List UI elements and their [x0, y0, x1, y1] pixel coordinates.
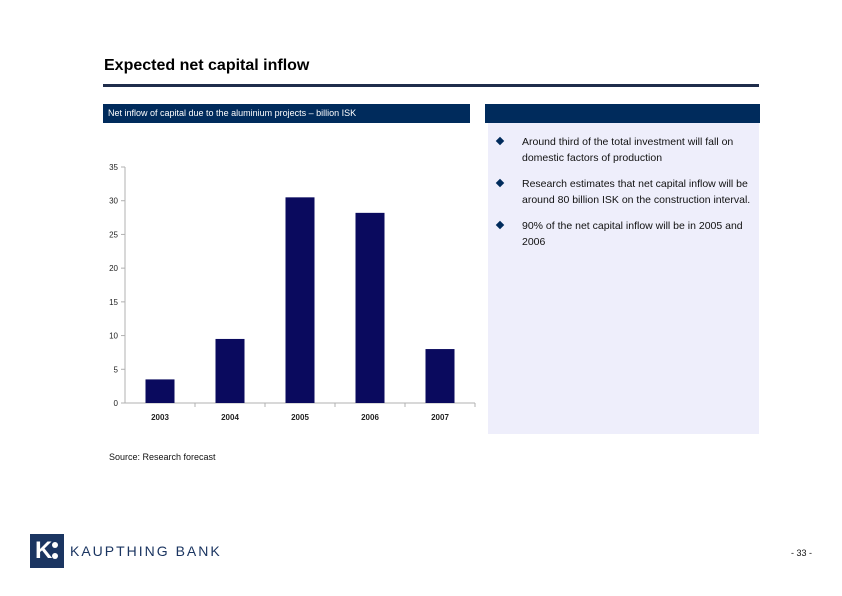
y-tick-label: 0: [114, 399, 119, 408]
x-tick-label: 2006: [361, 413, 379, 422]
bar-2005: [285, 197, 315, 403]
bullet-item: Research estimates that net capital infl…: [495, 176, 756, 208]
y-tick-label: 15: [109, 298, 118, 307]
bar-chart: 0 5 10 15 20 25 30 35 2003 2004 2005 2006 2007: [109, 163, 476, 422]
y-tick-label: 35: [109, 163, 118, 172]
bar-2007: [425, 349, 455, 403]
x-tick-label: 2003: [151, 413, 169, 422]
page-number: - 33 -: [790, 548, 812, 558]
bar-2004: [215, 338, 245, 403]
bullet-list: Around third of the total investment wil…: [495, 134, 756, 260]
diamond-bullet-icon: [495, 178, 505, 188]
y-tick-label: 10: [109, 332, 118, 341]
x-tick-label: 2005: [291, 413, 309, 422]
bar-2003: [145, 379, 175, 403]
bar-2006: [355, 212, 385, 403]
source-note: Source: Research forecast: [109, 452, 216, 462]
logo-letter: K: [35, 537, 53, 564]
side-panel-header: [485, 104, 760, 123]
y-tick-label: 20: [109, 264, 118, 273]
bullet-item: Around third of the total investment wil…: [495, 134, 756, 166]
bullet-text: Around third of the total investment wil…: [522, 136, 734, 164]
slide-title: Expected net capital inflow: [104, 57, 310, 74]
bullet-text: 90% of the net capital inflow will be in…: [522, 220, 743, 248]
diamond-bullet-icon: [495, 136, 505, 146]
logo-dot: [52, 553, 58, 559]
bullet-item: 90% of the net capital inflow will be in…: [495, 218, 756, 250]
title-divider: [103, 84, 759, 87]
chart-header: Net inflow of capital due to the alumini…: [103, 104, 470, 123]
diamond-bullet-icon: [495, 220, 505, 230]
x-tick-label: 2007: [431, 413, 449, 422]
y-tick-label: 25: [109, 230, 118, 239]
bank-logo: K: [30, 534, 64, 568]
logo-dot: [52, 542, 58, 548]
y-tick-label: 5: [114, 365, 119, 374]
y-tick-label: 30: [109, 197, 118, 206]
side-panel: [488, 123, 759, 434]
bullet-text: Research estimates that net capital infl…: [522, 178, 751, 206]
x-tick-label: 2004: [221, 413, 239, 422]
brand-name: KAUPTHING BANK: [70, 543, 222, 559]
